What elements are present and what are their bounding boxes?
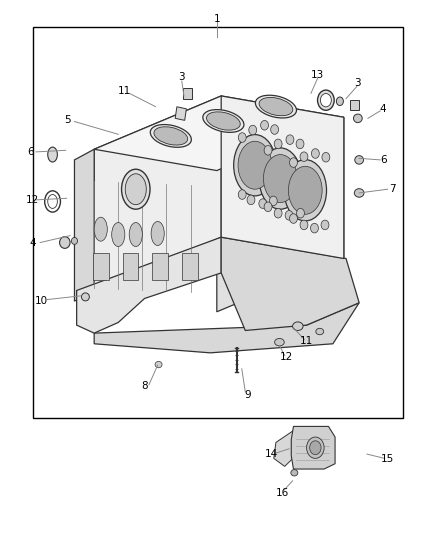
Text: 4: 4 xyxy=(380,104,387,114)
Ellipse shape xyxy=(121,169,150,209)
Ellipse shape xyxy=(259,98,293,116)
Text: 6: 6 xyxy=(380,155,387,165)
Text: 3: 3 xyxy=(353,78,360,87)
Text: 11: 11 xyxy=(118,86,131,95)
Ellipse shape xyxy=(322,152,330,162)
Ellipse shape xyxy=(48,147,57,162)
Ellipse shape xyxy=(291,470,298,476)
Bar xyxy=(175,107,186,120)
Polygon shape xyxy=(94,96,344,171)
Ellipse shape xyxy=(238,133,246,142)
Ellipse shape xyxy=(112,223,125,247)
Ellipse shape xyxy=(318,90,334,110)
Polygon shape xyxy=(221,237,359,330)
Ellipse shape xyxy=(48,195,57,208)
Ellipse shape xyxy=(249,125,257,135)
Text: 7: 7 xyxy=(389,184,396,194)
Text: 14: 14 xyxy=(265,449,278,459)
Ellipse shape xyxy=(255,95,297,118)
Ellipse shape xyxy=(261,120,268,130)
Ellipse shape xyxy=(311,223,318,233)
Text: 4: 4 xyxy=(29,238,36,247)
Text: 13: 13 xyxy=(311,70,324,79)
Ellipse shape xyxy=(71,238,78,244)
Ellipse shape xyxy=(307,437,324,458)
Ellipse shape xyxy=(129,223,142,247)
Ellipse shape xyxy=(259,148,301,209)
Ellipse shape xyxy=(264,146,272,155)
Text: 12: 12 xyxy=(280,352,293,362)
Bar xyxy=(183,88,192,99)
Ellipse shape xyxy=(274,208,282,218)
Ellipse shape xyxy=(125,174,146,205)
Text: 5: 5 xyxy=(64,115,71,125)
Ellipse shape xyxy=(264,202,272,212)
Ellipse shape xyxy=(203,110,244,132)
Ellipse shape xyxy=(238,190,246,199)
Ellipse shape xyxy=(297,208,304,218)
Ellipse shape xyxy=(275,338,284,346)
Ellipse shape xyxy=(269,196,277,206)
Ellipse shape xyxy=(154,127,188,145)
Polygon shape xyxy=(94,303,359,353)
Ellipse shape xyxy=(60,237,70,248)
Text: 16: 16 xyxy=(276,488,289,498)
Bar xyxy=(93,253,109,280)
Ellipse shape xyxy=(300,152,308,161)
Text: 6: 6 xyxy=(27,147,34,157)
Ellipse shape xyxy=(286,135,294,144)
Text: 3: 3 xyxy=(178,72,185,82)
Polygon shape xyxy=(217,117,344,312)
Ellipse shape xyxy=(288,166,322,214)
Ellipse shape xyxy=(285,211,293,220)
Ellipse shape xyxy=(206,112,240,130)
Bar xyxy=(152,253,168,280)
Text: 8: 8 xyxy=(141,382,148,391)
Ellipse shape xyxy=(271,125,279,134)
Ellipse shape xyxy=(320,93,332,107)
Ellipse shape xyxy=(300,220,308,230)
Text: 1: 1 xyxy=(213,14,220,23)
Ellipse shape xyxy=(336,97,343,106)
Polygon shape xyxy=(291,426,335,469)
Ellipse shape xyxy=(238,141,272,189)
Text: 10: 10 xyxy=(35,296,48,306)
Polygon shape xyxy=(74,149,94,301)
Ellipse shape xyxy=(296,139,304,149)
Bar xyxy=(33,27,403,418)
Text: 15: 15 xyxy=(381,455,394,464)
Ellipse shape xyxy=(274,139,282,149)
Ellipse shape xyxy=(353,114,362,123)
Ellipse shape xyxy=(263,155,297,203)
Ellipse shape xyxy=(293,322,303,330)
Polygon shape xyxy=(274,429,296,466)
Ellipse shape xyxy=(321,220,329,230)
Ellipse shape xyxy=(316,328,324,335)
Polygon shape xyxy=(221,96,344,259)
Bar xyxy=(123,253,138,280)
Ellipse shape xyxy=(284,160,326,221)
Bar xyxy=(350,100,359,110)
Ellipse shape xyxy=(311,149,319,158)
Ellipse shape xyxy=(247,195,255,205)
Ellipse shape xyxy=(155,361,162,368)
Ellipse shape xyxy=(310,441,321,455)
Text: 12: 12 xyxy=(26,195,39,205)
Ellipse shape xyxy=(81,293,89,301)
Text: 11: 11 xyxy=(300,336,313,346)
Polygon shape xyxy=(94,96,221,290)
Ellipse shape xyxy=(355,156,364,164)
Ellipse shape xyxy=(151,221,164,245)
Bar xyxy=(182,253,198,280)
Ellipse shape xyxy=(259,199,267,208)
Ellipse shape xyxy=(94,217,107,241)
Ellipse shape xyxy=(234,134,276,196)
Ellipse shape xyxy=(290,158,297,167)
Polygon shape xyxy=(77,237,221,333)
Ellipse shape xyxy=(354,189,364,197)
Ellipse shape xyxy=(150,125,191,147)
Text: 9: 9 xyxy=(244,391,251,400)
Ellipse shape xyxy=(290,214,297,223)
